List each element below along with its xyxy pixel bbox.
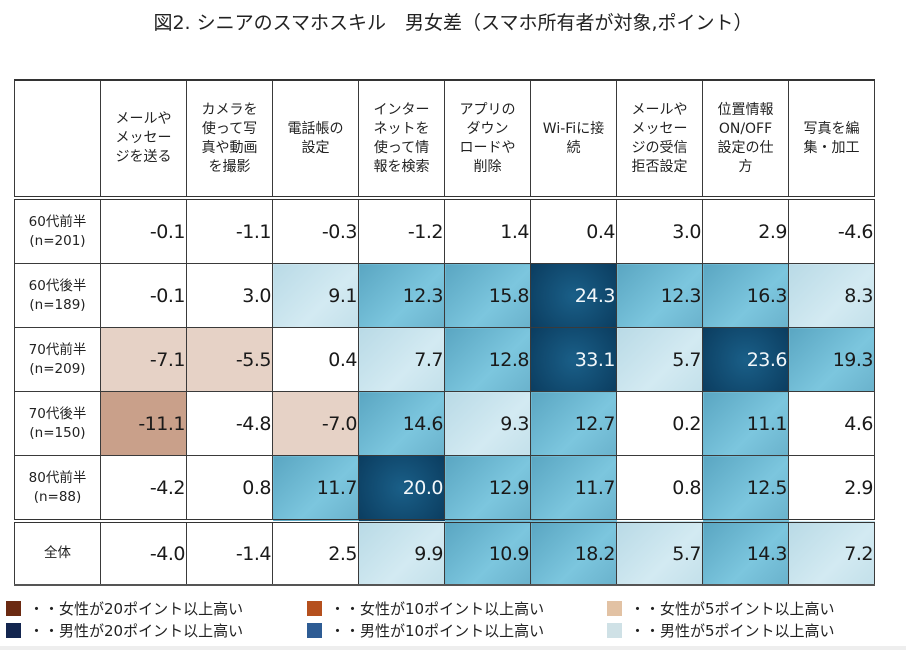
heatmap-cell: 9.1 (272, 263, 359, 328)
column-header: 電話帳の 設定 (272, 79, 359, 200)
heatmap-cell: -4.0 (100, 519, 187, 586)
legend-item: ・・女性が20ポイント以上高い (6, 598, 243, 619)
column-header: アプリの ダウン ロードや 削除 (444, 79, 531, 200)
heatmap-cell: 12.3 (616, 263, 703, 328)
heatmap-cell: -0.1 (100, 263, 187, 328)
heatmap-cell: -4.8 (186, 391, 273, 456)
legend-swatch (607, 601, 622, 616)
row-label: 60代前半 (n=201) (14, 197, 101, 264)
heatmap-cell: -0.1 (100, 197, 187, 264)
heatmap-cell: 12.8 (444, 327, 531, 392)
heatmap-cell: -7.0 (272, 391, 359, 456)
heatmap-cell: 0.2 (616, 391, 703, 456)
column-header: 位置情報 ON/OFF 設定の仕方 (702, 79, 789, 200)
heatmap-cell: 9.3 (444, 391, 531, 456)
heatmap-cell: 1.4 (444, 197, 531, 264)
heatmap-cell: 3.0 (186, 263, 273, 328)
heatmap-cell: 16.3 (702, 263, 789, 328)
legend-label: ・・男性が5ポイント以上高い (630, 622, 835, 640)
legend-item: ・・女性が5ポイント以上高い (607, 598, 835, 619)
heatmap-cell: 11.7 (530, 455, 617, 522)
heatmap-table: メールや メッセー ジを送る カメラを 使って写 真や動画 を撮影 電話帳の 設定 インター ネット… (14, 79, 875, 586)
heatmap-cell: 5.7 (616, 327, 703, 392)
table-row: 70代後半 (n=150) -11.1 -4.8 -7.0 14.6 9.3 12.7 0.2 1… (14, 391, 875, 456)
legend-swatch (607, 623, 622, 638)
row-label: 全体 (14, 519, 101, 586)
row-label: 70代後半 (n=150) (14, 391, 101, 456)
heatmap-cell: -4.2 (100, 455, 187, 522)
heatmap-cell: -1.2 (358, 197, 445, 264)
heatmap-cell: 12.3 (358, 263, 445, 328)
heatmap-cell: 14.6 (358, 391, 445, 456)
corner-cell (14, 79, 101, 200)
heatmap-cell: -1.4 (186, 519, 273, 586)
legend-swatch (307, 601, 322, 616)
column-header: 写真を編 集・加工 (788, 79, 875, 200)
table-row: 80代前半 (n=88) -4.2 0.8 11.7 20.0 12.9 11.7 0.8 12.… (14, 455, 875, 522)
heatmap-cell: 3.0 (616, 197, 703, 264)
legend-label: ・・女性が5ポイント以上高い (630, 600, 835, 618)
legend-item: ・・男性が5ポイント以上高い (607, 620, 835, 641)
heatmap-cell: 0.4 (530, 197, 617, 264)
heatmap-cell: 20.0 (358, 455, 445, 522)
heatmap-cell: 5.7 (616, 519, 703, 586)
heatmap-cell: -5.5 (186, 327, 273, 392)
heatmap-cell: 11.7 (272, 455, 359, 522)
heatmap-cell: 0.8 (616, 455, 703, 522)
row-label: 60代後半 (n=189) (14, 263, 101, 328)
heatmap-cell: 12.5 (702, 455, 789, 522)
column-header: メールや メッセー ジの受信 拒否設定 (616, 79, 703, 200)
chart-title: 図2. シニアのスマホスキル 男女差（スマホ所有者が対象,ポイント） (153, 12, 753, 34)
legend-item: ・・男性が10ポイント以上高い (307, 620, 544, 641)
legend-swatch (307, 623, 322, 638)
legend-label: ・・男性が10ポイント以上高い (330, 622, 545, 640)
legend-swatch (6, 601, 21, 616)
heatmap-cell: 10.9 (444, 519, 531, 586)
header-row: メールや メッセー ジを送る カメラを 使って写 真や動画 を撮影 電話帳の 設定 インター ネット… (14, 79, 875, 200)
heatmap-cell: 4.6 (788, 391, 875, 456)
heatmap-cell: 12.9 (444, 455, 531, 522)
heatmap-cell: 12.7 (530, 391, 617, 456)
heatmap-cell: 19.3 (788, 327, 875, 392)
heatmap-cell: 33.1 (530, 327, 617, 392)
table-row: 70代前半 (n=209) -7.1 -5.5 0.4 7.7 12.8 33.1 5.7 23.… (14, 327, 875, 392)
total-row: 全体 -4.0 -1.4 2.5 9.9 10.9 18.2 5.7 14.3 7.2 (14, 519, 875, 586)
column-header: カメラを 使って写 真や動画 を撮影 (186, 79, 273, 200)
legend-swatch (6, 623, 21, 638)
heatmap-cell: 9.9 (358, 519, 445, 586)
column-header: Wi-Fiに接続 (530, 79, 617, 200)
heatmap-cell: 15.8 (444, 263, 531, 328)
heatmap-cell: 18.2 (530, 519, 617, 586)
heatmap-cell: 7.2 (788, 519, 875, 586)
heatmap-cell: 24.3 (530, 263, 617, 328)
legend-label: ・・男性が20ポイント以上高い (29, 622, 244, 640)
heatmap-cell: 11.1 (702, 391, 789, 456)
legend-item: ・・男性が20ポイント以上高い (6, 620, 243, 641)
table-row: 60代後半 (n=189) -0.1 3.0 9.1 12.3 15.8 24.3 12.3 16… (14, 263, 875, 328)
legend-item: ・・女性が10ポイント以上高い (307, 598, 544, 619)
bottom-divider (0, 646, 906, 650)
heatmap-cell: 2.9 (788, 455, 875, 522)
heatmap-cell: 8.3 (788, 263, 875, 328)
row-label: 80代前半 (n=88) (14, 455, 101, 522)
heatmap-cell: 2.9 (702, 197, 789, 264)
column-header: インター ネットを 使って情 報を検索 (358, 79, 445, 200)
column-header: メールや メッセー ジを送る (100, 79, 187, 200)
heatmap-cell: 0.4 (272, 327, 359, 392)
heatmap-cell: 0.8 (186, 455, 273, 522)
heatmap-cell: -1.1 (186, 197, 273, 264)
heatmap-cell: -7.1 (100, 327, 187, 392)
heatmap-cell: 14.3 (702, 519, 789, 586)
heatmap-cell: 7.7 (358, 327, 445, 392)
heatmap-cell: -4.6 (788, 197, 875, 264)
legend-label: ・・女性が20ポイント以上高い (29, 600, 244, 618)
heatmap-cell: 2.5 (272, 519, 359, 586)
legend-label: ・・女性が10ポイント以上高い (330, 600, 545, 618)
heatmap-cell: -11.1 (100, 391, 187, 456)
table-row: 60代前半 (n=201) -0.1 -1.1 -0.3 -1.2 1.4 0.4 3.0 2.9… (14, 197, 875, 264)
row-label: 70代前半 (n=209) (14, 327, 101, 392)
heatmap-cell: -0.3 (272, 197, 359, 264)
heatmap-cell: 23.6 (702, 327, 789, 392)
